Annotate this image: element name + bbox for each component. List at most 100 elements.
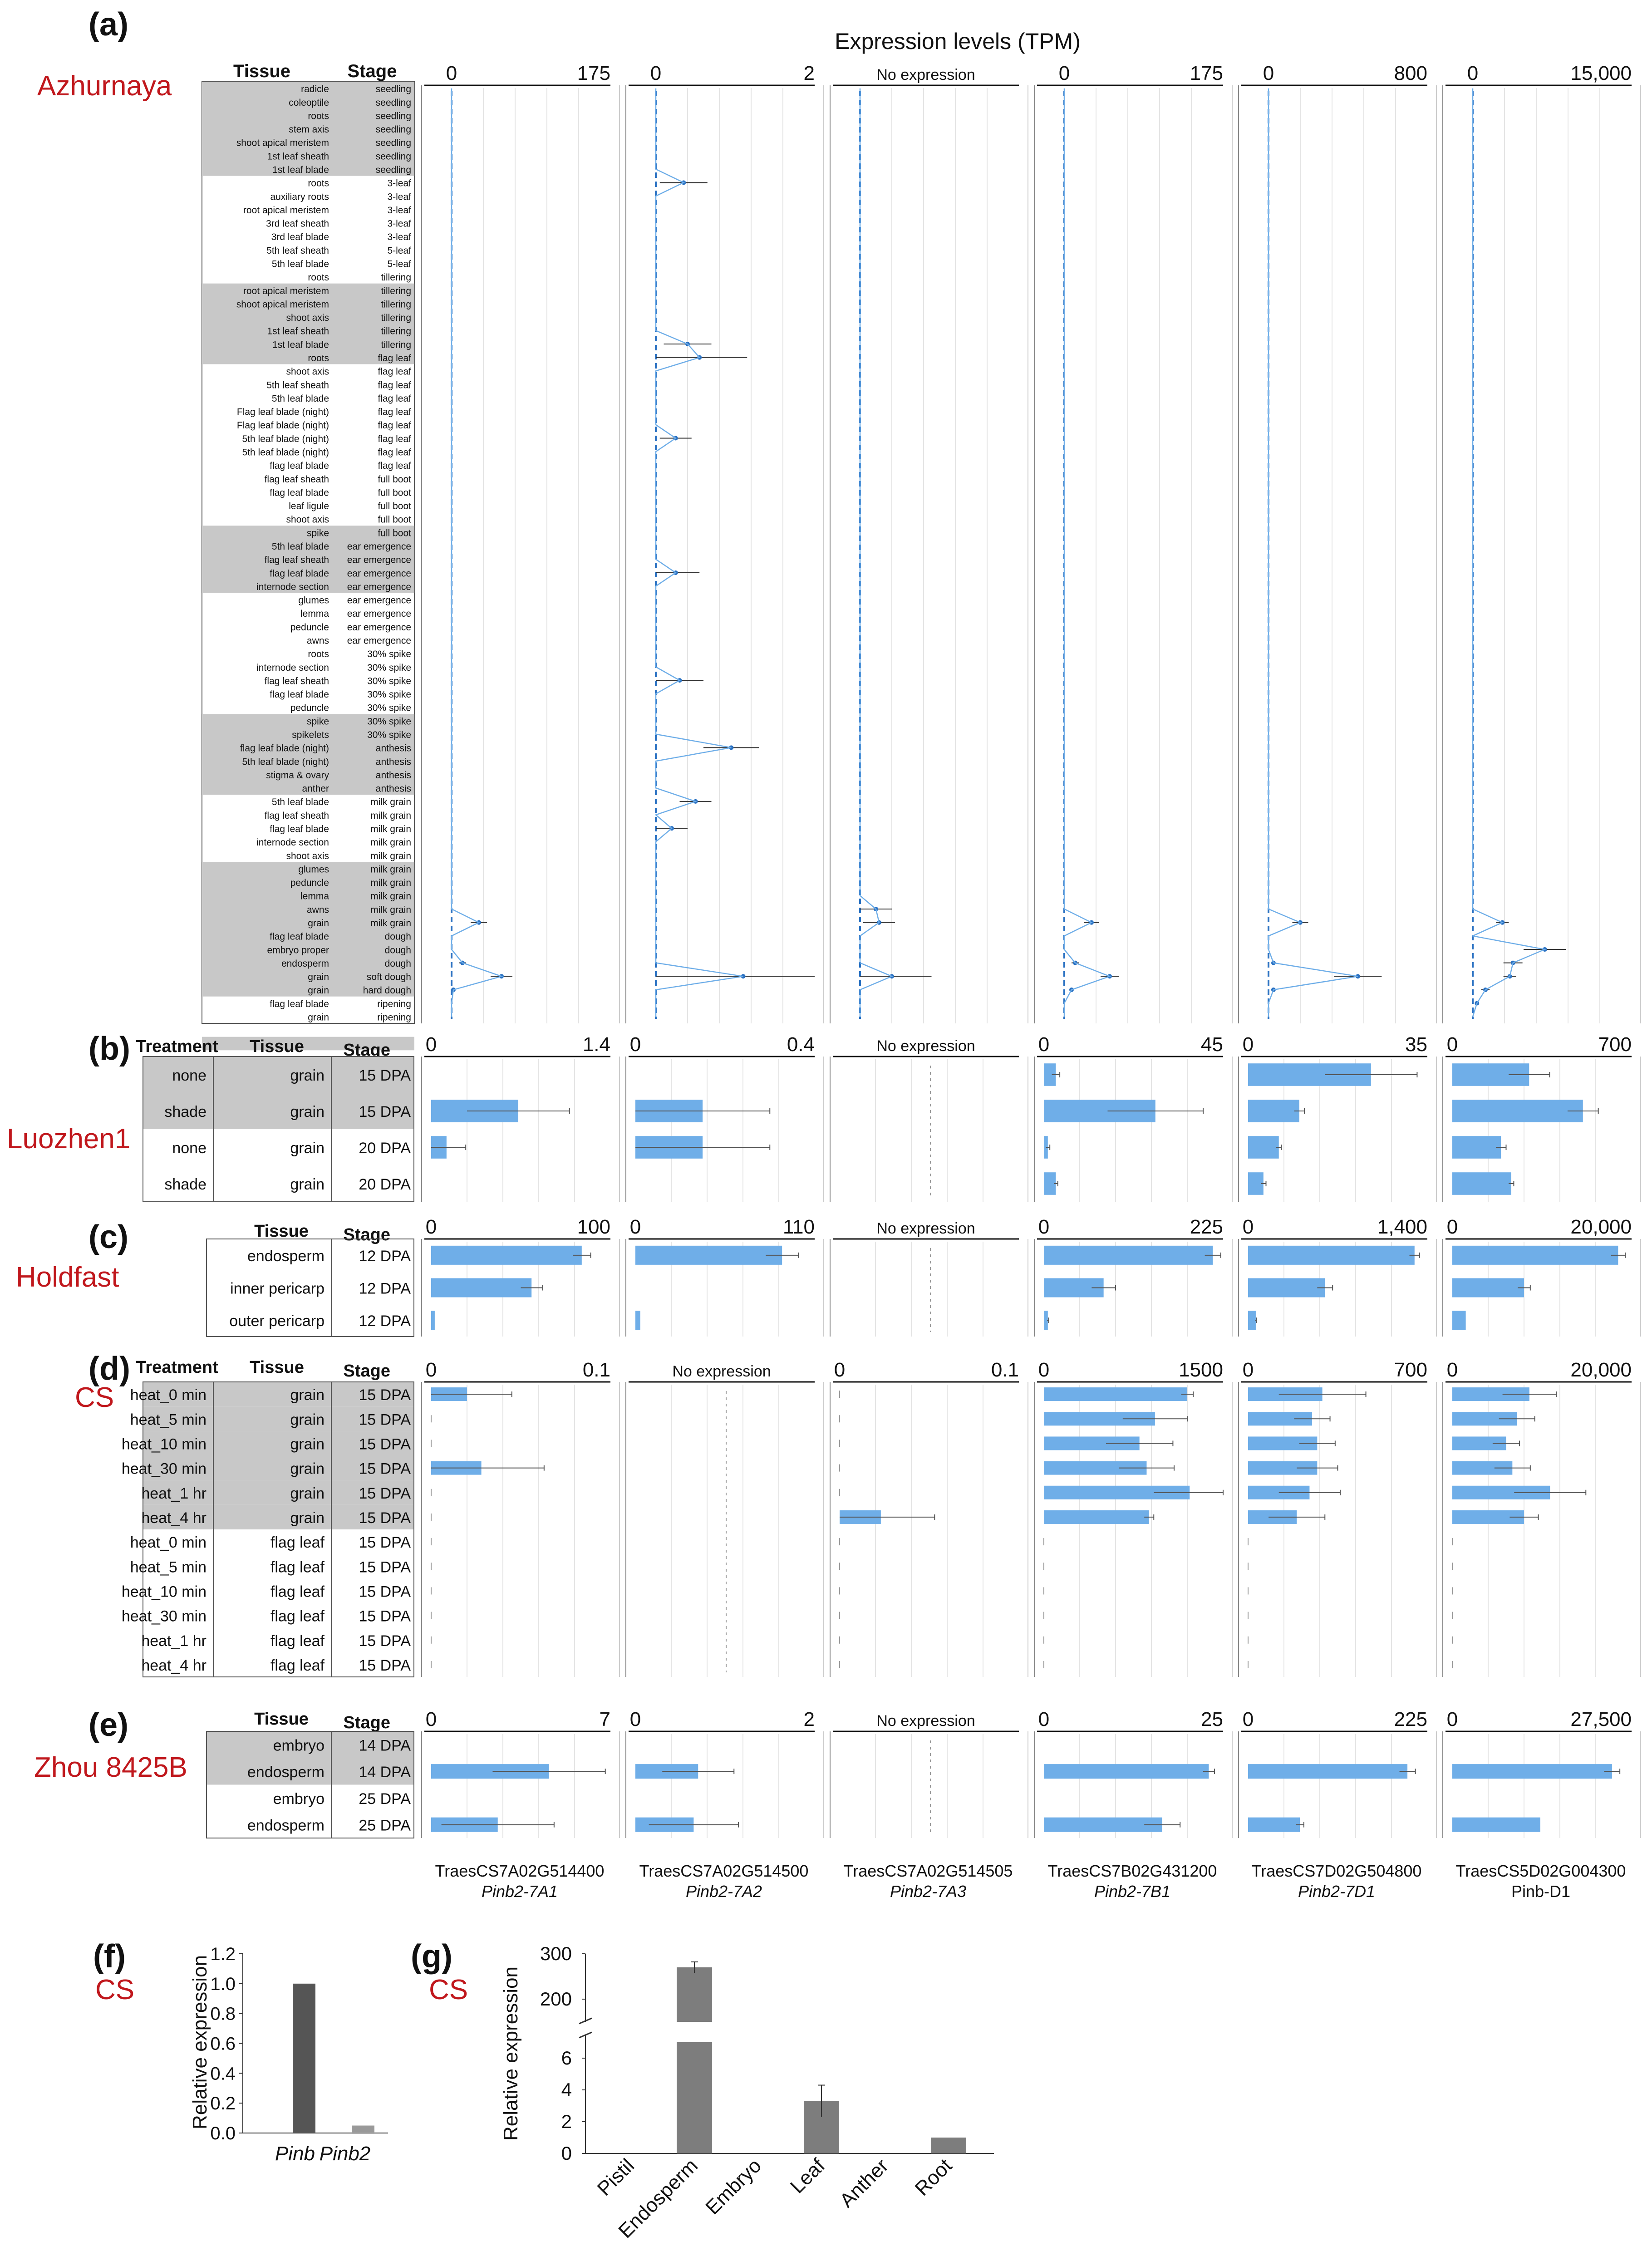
bar (635, 1311, 640, 1330)
f-tick-label: 1.2 (210, 1944, 236, 1964)
gene-id: TraesCS7A02G514505 (844, 1862, 1013, 1880)
axis-tick-zero: 0 (426, 1033, 437, 1056)
sample-stage: flag leaf (378, 447, 411, 457)
sample-tissue: grain (308, 985, 329, 996)
series-line (1268, 88, 1358, 1017)
sample-stage: ear emergence (347, 582, 411, 592)
sample-tissue: anther (302, 784, 329, 794)
axis-tick-zero: 0 (1447, 1033, 1458, 1056)
sample-tissue: 1st leaf sheath (267, 326, 329, 337)
row-treatment: heat_4 hr (141, 1657, 206, 1674)
sample-stage: milk grain (370, 837, 411, 848)
table-shade (143, 1406, 414, 1431)
sample-stage: ripening (377, 999, 411, 1009)
axis-tick-zero: 0 (1243, 1216, 1254, 1238)
gene-id: TraesCS5D02G004300 (1456, 1862, 1626, 1880)
g-category: Root (911, 2154, 956, 2200)
sample-stage: full boot (378, 515, 411, 525)
sample-stage: ear emergence (347, 635, 411, 646)
axis-tick-max: 700 (1394, 1359, 1427, 1381)
sample-stage: flag leaf (378, 393, 411, 404)
sample-tissue: spikelets (292, 730, 329, 740)
gene-name: Pinb2-7A1 (482, 1882, 558, 1901)
sample-tissue: spike (307, 528, 329, 538)
sample-stage: seedling (376, 84, 411, 94)
sample-stage: ear emergence (347, 555, 411, 565)
row-treatment: heat_5 min (130, 1558, 206, 1576)
bar (1452, 1100, 1583, 1122)
sample-stage: flag leaf (378, 407, 411, 418)
bar (1248, 1764, 1408, 1779)
series-line (1470, 88, 1547, 1017)
row-treatment: heat_30 min (122, 1608, 206, 1625)
sample-tissue: spike (307, 716, 329, 727)
row-stage: 12 DPA (359, 1248, 411, 1265)
f-bar (352, 2125, 374, 2133)
axis-tick-zero: 0 (426, 1216, 437, 1238)
gene-id: TraesCS7B02G431200 (1048, 1862, 1217, 1880)
axis-tick-zero: 0 (1243, 1708, 1254, 1730)
axis-tick-max: 20,000 (1570, 1216, 1632, 1238)
row-stage: 15 DPA (359, 1509, 411, 1527)
axis-tick-max: 225 (1190, 1216, 1223, 1238)
bar (635, 1245, 782, 1265)
axis-tick-max: 800 (1394, 62, 1427, 84)
sample-stage: full boot (378, 474, 411, 485)
bar (1044, 1311, 1048, 1330)
sample-stage: seedling (376, 165, 411, 175)
g-tick-label: 4 (561, 2079, 572, 2100)
row-stage: 15 DPA (359, 1657, 411, 1674)
cultivar-label: CS (429, 1974, 468, 2005)
sample-tissue: root apical meristem (243, 205, 329, 216)
cultivar-label: CS (95, 1974, 134, 2005)
bar (1248, 1817, 1300, 1832)
row-stage: 15 DPA (359, 1435, 411, 1453)
sample-stage: milk grain (370, 878, 411, 888)
sample-stage: milk grain (370, 864, 411, 875)
row-tissue: grain (290, 1460, 324, 1478)
table-header-tissue: Tissue (233, 61, 290, 81)
axis-tick-zero: 0 (446, 62, 457, 84)
sample-tissue: stem axis (289, 124, 329, 135)
bar (1452, 1278, 1524, 1298)
table-shade (206, 1731, 414, 1758)
f-tick-label: 0.0 (210, 2123, 236, 2143)
sample-tissue: 3rd leaf sheath (266, 219, 329, 229)
row-stage: 15 DPA (359, 1103, 411, 1121)
sample-stage: anthesis (376, 784, 411, 794)
cultivar-label: Holdfast (16, 1262, 119, 1293)
sample-tissue: flag leaf blade (270, 932, 329, 942)
sample-stage: anthesis (376, 770, 411, 781)
sample-tissue: peduncle (290, 878, 329, 888)
axis-tick-zero: 0 (834, 1359, 845, 1381)
row-tissue: grain (290, 1411, 324, 1428)
sample-stage: milk grain (370, 918, 411, 929)
sample-stage: 3-leaf (387, 219, 411, 229)
sample-tissue: glumes (298, 864, 329, 875)
sample-stage: seedling (376, 124, 411, 135)
sample-stage: milk grain (370, 851, 411, 861)
row-tissue: endosperm (247, 1817, 324, 1834)
sample-stage: flag leaf (378, 380, 411, 390)
sample-stage: flag leaf (378, 367, 411, 377)
sample-tissue: shoot axis (286, 851, 329, 861)
row-tissue: inner pericarp (230, 1280, 324, 1298)
axis-tick-zero: 0 (1447, 1216, 1458, 1238)
axis-tick-zero: 0 (1447, 1708, 1458, 1730)
cultivar-label: Luozhen1 (7, 1123, 130, 1155)
row-treatment: heat_30 min (122, 1460, 206, 1478)
cultivar-label: CS (75, 1382, 114, 1413)
sample-tissue: 5th leaf blade (272, 541, 329, 552)
row-stage: 12 DPA (359, 1312, 411, 1330)
g-bar-lower (677, 2042, 712, 2153)
axis-tick-zero: 0 (1467, 62, 1478, 84)
bar (1044, 1387, 1187, 1401)
row-tissue: embryo (273, 1790, 324, 1808)
axis-tick-zero: 0 (630, 1033, 641, 1056)
row-tissue: grain (290, 1509, 324, 1527)
axis-tick-zero: 0 (1059, 62, 1070, 84)
table-shade (202, 526, 414, 593)
g-category: Pistil (593, 2154, 639, 2200)
table-shade (202, 82, 414, 176)
sample-tissue: lemma (300, 609, 329, 619)
